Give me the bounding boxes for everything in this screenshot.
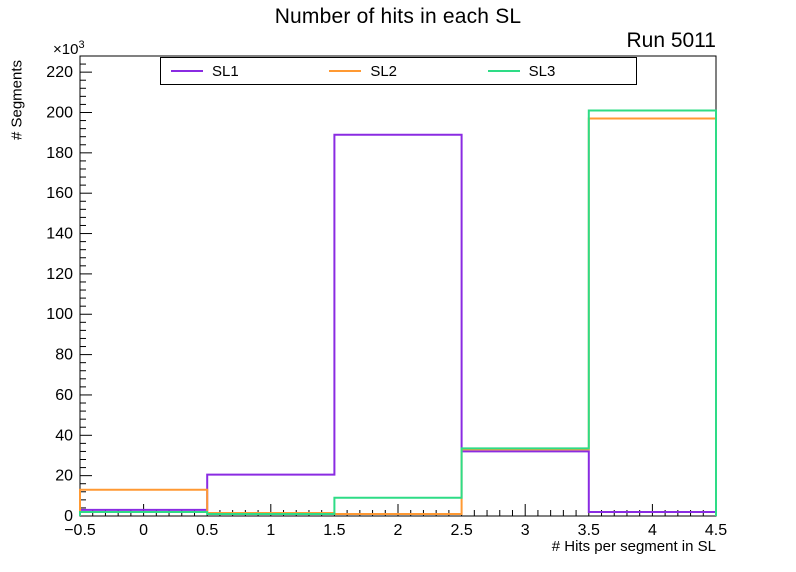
y-tick-label: 60 (55, 387, 73, 404)
series-sl2 (79, 117, 717, 516)
x-tick-label: 3.5 (578, 522, 600, 539)
legend-label-sl2: SL2 (370, 62, 398, 80)
x-tick-label: 3 (521, 522, 530, 539)
y-tick-label: 120 (46, 266, 73, 283)
x-tick-label: 2 (394, 522, 403, 539)
legend-label-sl3: SL3 (528, 62, 556, 80)
y-tick-label: 180 (46, 145, 73, 162)
legend-line-sl3 (487, 70, 520, 72)
x-tick-label: −0.5 (64, 522, 96, 539)
legend-box: SL1 SL2 SL3 (160, 57, 637, 85)
legend-line-sl1 (171, 70, 203, 72)
y-tick-label: 140 (46, 226, 73, 243)
legend-entry-sl2: SL2 (319, 58, 477, 84)
x-tick-label: 0 (139, 522, 148, 539)
x-tick-label: 4.5 (705, 522, 727, 539)
x-axis-title: # Hits per segment in SL (551, 538, 716, 555)
x-tick-label: 1.5 (323, 522, 345, 539)
series-sl3 (79, 109, 717, 516)
y-tick-label: 20 (55, 468, 73, 485)
y-tick-label: 0 (64, 508, 73, 525)
chart-title: Number of hits in each SL (274, 5, 522, 28)
y-axis-title: # Segments (8, 59, 26, 141)
series-sl1 (79, 133, 717, 516)
y-tick-label: 80 (55, 347, 73, 364)
y-tick-label: 160 (46, 185, 73, 202)
y-axis-exponent: ×103 (53, 39, 85, 58)
x-tick-label: 0.5 (196, 522, 218, 539)
y-tick-label: 200 (46, 104, 73, 121)
y-axis-exponent-power: 3 (78, 39, 85, 51)
x-tick-label: 2.5 (450, 522, 472, 539)
x-tick-label: 1 (266, 522, 275, 539)
y-tick-label: 220 (46, 64, 73, 81)
legend-entry-sl1: SL1 (161, 58, 319, 84)
x-tick-label: 4 (648, 522, 657, 539)
y-tick-label: 100 (46, 306, 73, 323)
legend-entry-sl3: SL3 (478, 58, 636, 84)
plot-frame (79, 55, 717, 517)
legend-label-sl1: SL1 (212, 62, 239, 80)
legend-line-sl2 (329, 70, 362, 72)
run-annotation: Run 5011 (626, 29, 716, 52)
y-axis-exponent-base: ×10 (53, 41, 79, 58)
y-tick-label: 40 (55, 427, 73, 444)
